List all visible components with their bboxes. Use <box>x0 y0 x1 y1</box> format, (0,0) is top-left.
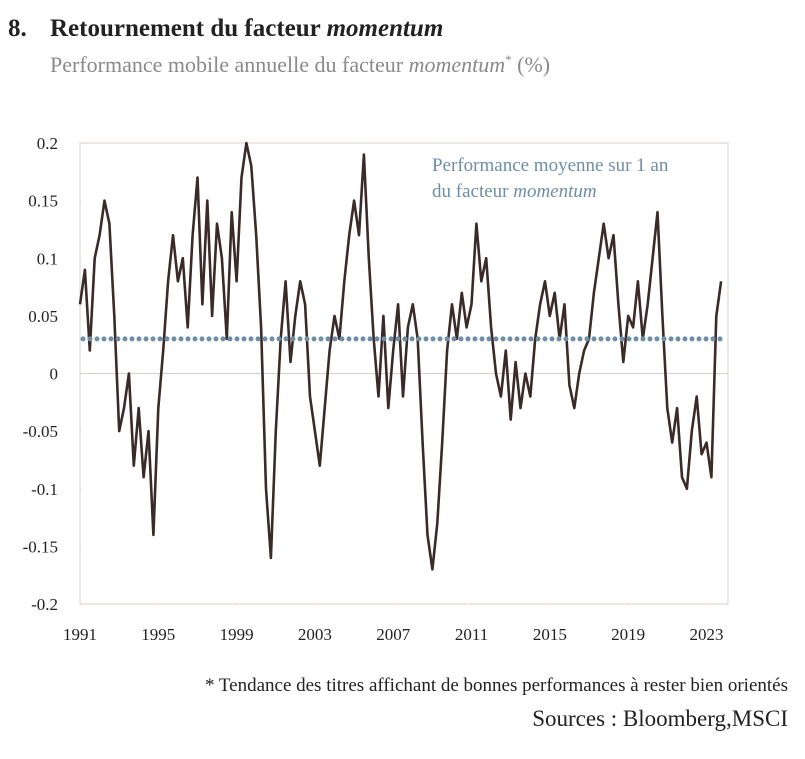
title-text: Retournement du facteur <box>50 15 327 42</box>
y-tick-label: 0.1 <box>37 249 58 268</box>
annotation: du facteur momentum <box>432 181 597 202</box>
x-tick-label: 2019 <box>611 625 645 644</box>
x-tick-label: 1999 <box>220 625 254 644</box>
x-tick-label: 1991 <box>63 625 97 644</box>
series-line <box>78 141 723 571</box>
y-tick-label: 0 <box>50 365 59 384</box>
subtitle-asterisk: * <box>505 52 512 67</box>
chart-title: Retournement du facteur momentum <box>50 15 443 42</box>
y-tick-label: -0.2 <box>31 595 58 614</box>
y-tick-label: 0.05 <box>28 307 58 326</box>
subtitle-unit: (%) <box>512 52 550 77</box>
annotation-text: du facteur <box>432 181 513 202</box>
subtitle-text: Performance mobile annuelle du facteur <box>50 52 409 77</box>
annotation-italic: momentum <box>513 181 596 202</box>
y-tick-label: 0.15 <box>28 192 58 211</box>
x-tick-label: 2011 <box>455 625 488 644</box>
subtitle-italic: momentum <box>409 52 506 77</box>
source: Sources : Bloomberg,MSCI <box>532 706 788 731</box>
y-tick-label: -0.1 <box>31 480 58 499</box>
x-tick-label: 1995 <box>141 625 175 644</box>
annotation: Performance moyenne sur 1 an <box>432 155 669 176</box>
title-italic: momentum <box>327 15 444 42</box>
footnote: * Tendance des titres affichant de bonne… <box>205 675 788 696</box>
y-tick-label: 0.2 <box>37 134 58 153</box>
x-tick-label: 2007 <box>376 625 411 644</box>
chart-number: 8. <box>8 15 27 42</box>
y-tick-label: -0.15 <box>23 537 58 556</box>
x-tick-label: 2015 <box>533 625 567 644</box>
chart-subtitle: Performance mobile annuelle du facteur m… <box>50 52 550 77</box>
x-tick-label: 2023 <box>689 625 723 644</box>
y-tick-label: -0.05 <box>23 422 58 441</box>
x-tick-label: 2003 <box>298 625 332 644</box>
